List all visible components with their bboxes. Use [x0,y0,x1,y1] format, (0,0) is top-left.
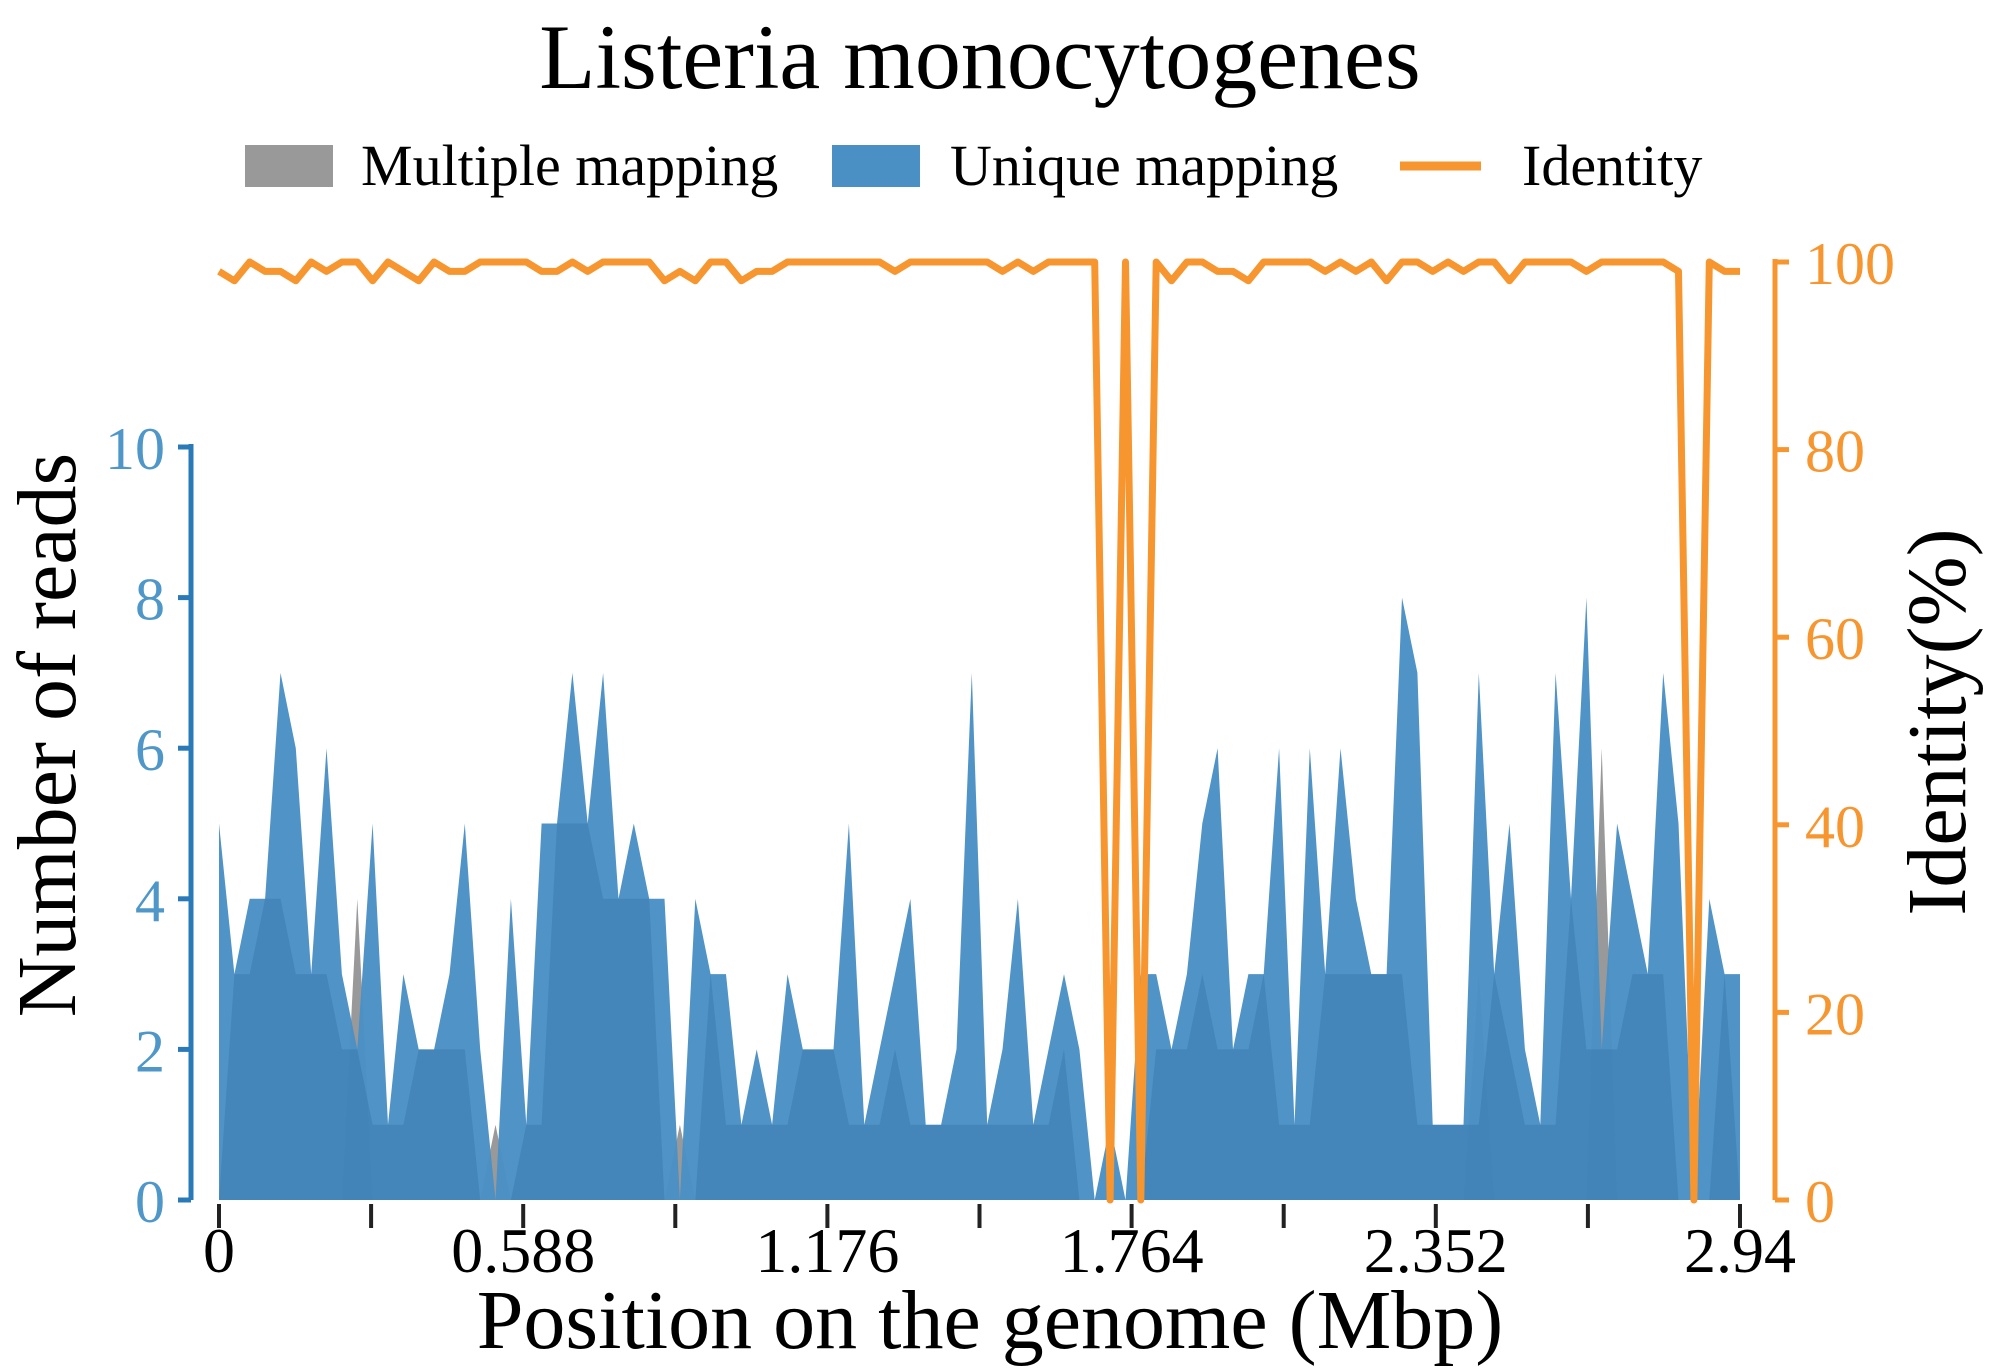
y-tick-label: 4 [135,868,165,934]
y2-tick-label: 0 [1805,1169,1835,1235]
y2-tick-label: 20 [1805,981,1865,1047]
y2-tick-label: 40 [1805,794,1865,860]
y-tick-label: 2 [135,1018,165,1084]
x-tick-label: 1.176 [755,1215,899,1286]
y2-tick-label: 60 [1805,606,1865,672]
chart-title: Listeria monocytogenes [539,6,1420,108]
x-tick-label: 2.352 [1364,1215,1508,1286]
plot-area [217,258,1740,1204]
x-tick-label: 2.94 [1684,1215,1796,1286]
x-tick-label: 1.764 [1060,1215,1204,1286]
x-axis-label: Position on the genome (Mbp) [477,1274,1504,1367]
legend-label-identity: Identity [1522,133,1702,198]
legend-label-unique: Unique mapping [950,133,1338,198]
legend-swatch-multiple [245,145,333,187]
unique-mapping-area [219,597,1740,1200]
y-tick-label: 8 [135,567,165,633]
y-axis-label: Number of reads [1,453,94,1017]
identity-line [217,258,1740,1204]
legend-swatch-unique [832,145,920,187]
y-tick-label: 6 [135,717,165,783]
x-tick-label: 0.588 [451,1215,595,1286]
y2-tick-label: 80 [1805,419,1865,485]
x-tick-label: 0 [203,1215,235,1286]
y2-axis-label: Identity(%) [1891,528,1984,915]
legend-label-multiple: Multiple mapping [361,133,778,198]
legend: Multiple mapping Unique mapping Identity [245,133,1702,198]
y-tick-label: 0 [135,1169,165,1235]
unique-mapping-overlap [219,823,1740,1200]
y-tick-label: 10 [105,416,165,482]
y2-tick-label: 100 [1805,231,1895,297]
